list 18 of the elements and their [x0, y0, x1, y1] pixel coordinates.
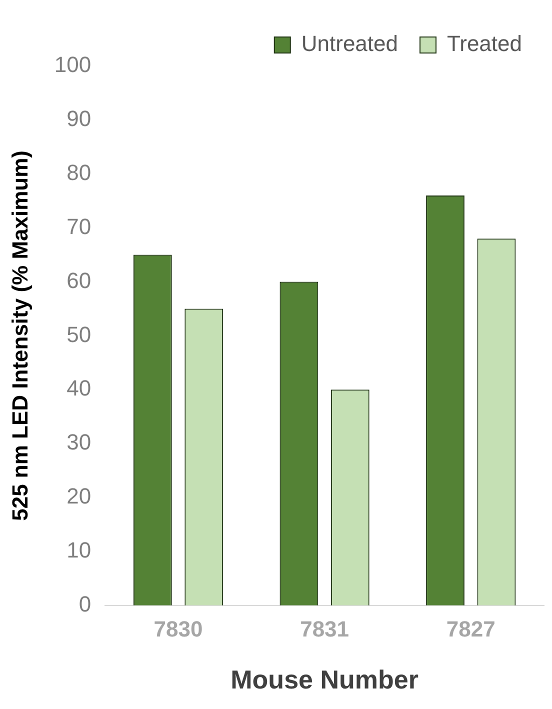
- legend-label: Treated: [447, 31, 522, 56]
- y-tick-label: 70: [66, 214, 92, 239]
- y-tick-label: 60: [66, 268, 92, 293]
- y-tick-label: 100: [54, 52, 92, 78]
- y-axis-title: 525 nm LED Intensity (% Maximum): [7, 150, 32, 521]
- y-tick-label: 40: [66, 376, 92, 401]
- legend-label: Untreated: [301, 31, 398, 56]
- y-tick-label: 50: [66, 322, 92, 347]
- x-tick-label: 7830: [154, 616, 203, 642]
- y-tick-label: 0: [78, 591, 92, 616]
- y-tick-label: 30: [66, 430, 92, 455]
- y-tick-label: 90: [66, 106, 92, 132]
- x-tick-label: 7831: [300, 616, 350, 642]
- y-tick-label: 80: [66, 160, 92, 185]
- y-tick-label: 10: [66, 538, 92, 563]
- y-tick-label: 20: [66, 484, 92, 509]
- x-axis-title: Mouse Number: [230, 664, 418, 695]
- x-tick-label: 7827: [446, 616, 496, 642]
